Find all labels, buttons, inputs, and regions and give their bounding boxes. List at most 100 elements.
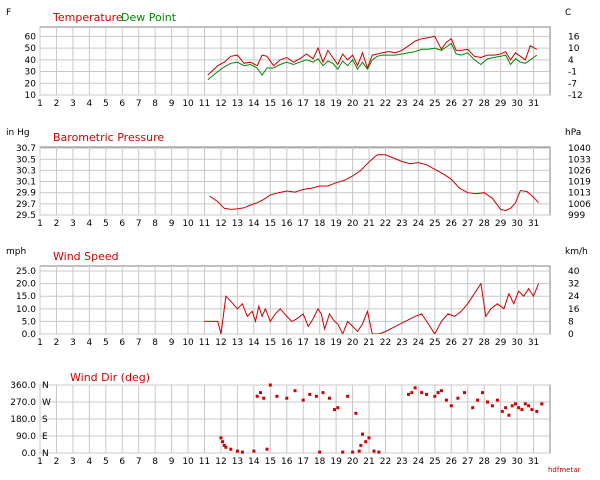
wind-dir-point: [357, 449, 361, 453]
x-tick-label: 4: [86, 338, 92, 348]
y-tick-label-right: 1033: [568, 155, 591, 165]
x-tick-label: 14: [248, 219, 260, 229]
x-tick-label: 7: [136, 219, 142, 229]
x-tick-label: 10: [182, 457, 194, 467]
x-tick-label: 26: [446, 219, 458, 229]
y-tick-label-right: 8: [568, 317, 574, 327]
x-tick-label: 4: [86, 457, 92, 467]
wind-dir-point: [265, 447, 269, 451]
y-tick-label-right: 1019: [568, 178, 591, 188]
y-tick-label-left: 30.3: [16, 166, 36, 176]
y-tick-label-left: 30.5: [16, 155, 36, 165]
x-tick-label: 8: [152, 99, 158, 109]
x-tick-label: 20: [347, 457, 359, 467]
y-tick-label-right: 1006: [568, 200, 591, 210]
left-unit-label: F: [6, 8, 11, 18]
x-tick-label: 26: [446, 338, 458, 348]
x-tick-label: 18: [314, 219, 326, 229]
y-tick-label-left: 30.1: [16, 178, 36, 188]
y-tick-label-right: 10: [568, 44, 580, 54]
wind-dir-point: [490, 404, 494, 408]
x-tick-label: 17: [297, 457, 308, 467]
wind-dir-point: [530, 408, 534, 412]
y-tick-label-left: 15.0: [16, 292, 36, 302]
wind-dir-point: [413, 386, 417, 390]
wind-dir-point: [535, 409, 539, 413]
x-tick-label: 5: [103, 338, 109, 348]
wind-dir-point: [351, 450, 355, 454]
wind-dir-point: [219, 436, 223, 440]
x-tick-label: 26: [446, 99, 458, 109]
y-tick-label-left: 60: [25, 32, 37, 42]
x-tick-label: 24: [413, 99, 425, 109]
x-tick-label: 31: [528, 219, 539, 229]
x-tick-label: 2: [54, 338, 60, 348]
x-tick-label: 3: [70, 99, 76, 109]
x-tick-label: 24: [413, 338, 425, 348]
x-tick-label: 19: [330, 99, 342, 109]
footer-label: hdfmetar: [548, 466, 581, 474]
x-tick-label: 30: [511, 338, 523, 348]
wind-dir-point: [481, 391, 484, 395]
series-line-dew-point: [207, 42, 538, 81]
x-tick-label: 4: [86, 99, 92, 109]
x-tick-label: 22: [380, 99, 391, 109]
y-tick-label-left: 10: [25, 91, 37, 101]
wind-dir-point: [333, 408, 336, 412]
x-tick-label: 18: [314, 338, 326, 348]
x-tick-label: 14: [248, 99, 260, 109]
wind-dir-point: [255, 394, 259, 398]
x-tick-label: 7: [136, 338, 142, 348]
title-temperature: Temperature: [52, 11, 123, 24]
wind-dir-point: [463, 391, 466, 395]
x-tick-label: 18: [314, 457, 326, 467]
y-tick-label-right: -12: [568, 91, 583, 101]
y-tick-label-left: 180.0: [10, 415, 36, 425]
x-tick-label: 29: [495, 99, 507, 109]
x-tick-label: 11: [199, 99, 210, 109]
wind-dir-point: [293, 389, 297, 393]
x-tick-label: 23: [396, 338, 407, 348]
wind-dir-point: [433, 394, 437, 398]
panel-1: 1 2 3 4 5 6 7 8 9 10 11 12 13 14 15 16 17 18 19 20 21 22 23 24 2…: [6, 8, 583, 109]
wind-dir-point: [444, 398, 448, 402]
compass-label: S: [42, 415, 48, 425]
x-tick-label: 9: [169, 219, 175, 229]
wind-dir-point: [495, 398, 499, 402]
x-tick-label: 23: [396, 219, 407, 229]
x-tick-label: 9: [169, 338, 175, 348]
wind-dir-point: [285, 396, 289, 400]
wind-dir-point: [407, 392, 410, 396]
x-tick-label: 31: [528, 457, 539, 467]
x-tick-label: 21: [363, 457, 374, 467]
wind-dir-point: [364, 440, 368, 444]
x-tick-label: 3: [70, 219, 76, 229]
chart-title: Wind Dir (deg): [70, 371, 150, 384]
x-tick-label: 19: [330, 457, 342, 467]
x-tick-label: 13: [232, 219, 243, 229]
x-tick-label: 28: [478, 99, 490, 109]
x-tick-label: 7: [136, 457, 142, 467]
x-tick-label: 26: [446, 457, 458, 467]
x-tick-label: 21: [363, 99, 374, 109]
x-tick-label: 15: [265, 99, 276, 109]
panel-4: 1 2 3 4 5 6 7 8 9 10 11 12 13 14 15 16 17 18 19 20 21 22 23 24 2…: [10, 371, 551, 467]
wind-dir-point: [321, 391, 325, 395]
y-tick-label-left: 30: [25, 68, 37, 78]
x-tick-label: 30: [511, 99, 523, 109]
y-tick-label-right: -1: [568, 68, 577, 78]
wind-dir-point: [372, 449, 376, 453]
x-tick-label: 25: [429, 457, 440, 467]
y-tick-label-right: 16: [568, 305, 580, 315]
wind-dir-point: [224, 445, 228, 449]
wind-dir-point: [314, 394, 318, 398]
y-tick-label-left: 20: [25, 79, 37, 89]
x-tick-label: 24: [413, 457, 425, 467]
y-tick-label-left: 0.0: [22, 449, 37, 459]
x-tick-label: 13: [232, 457, 243, 467]
y-tick-label-right: 16: [568, 32, 580, 42]
wind-dir-point: [420, 391, 424, 395]
x-tick-label: 17: [297, 99, 308, 109]
x-tick-label: 16: [281, 338, 293, 348]
x-tick-label: 3: [70, 338, 76, 348]
